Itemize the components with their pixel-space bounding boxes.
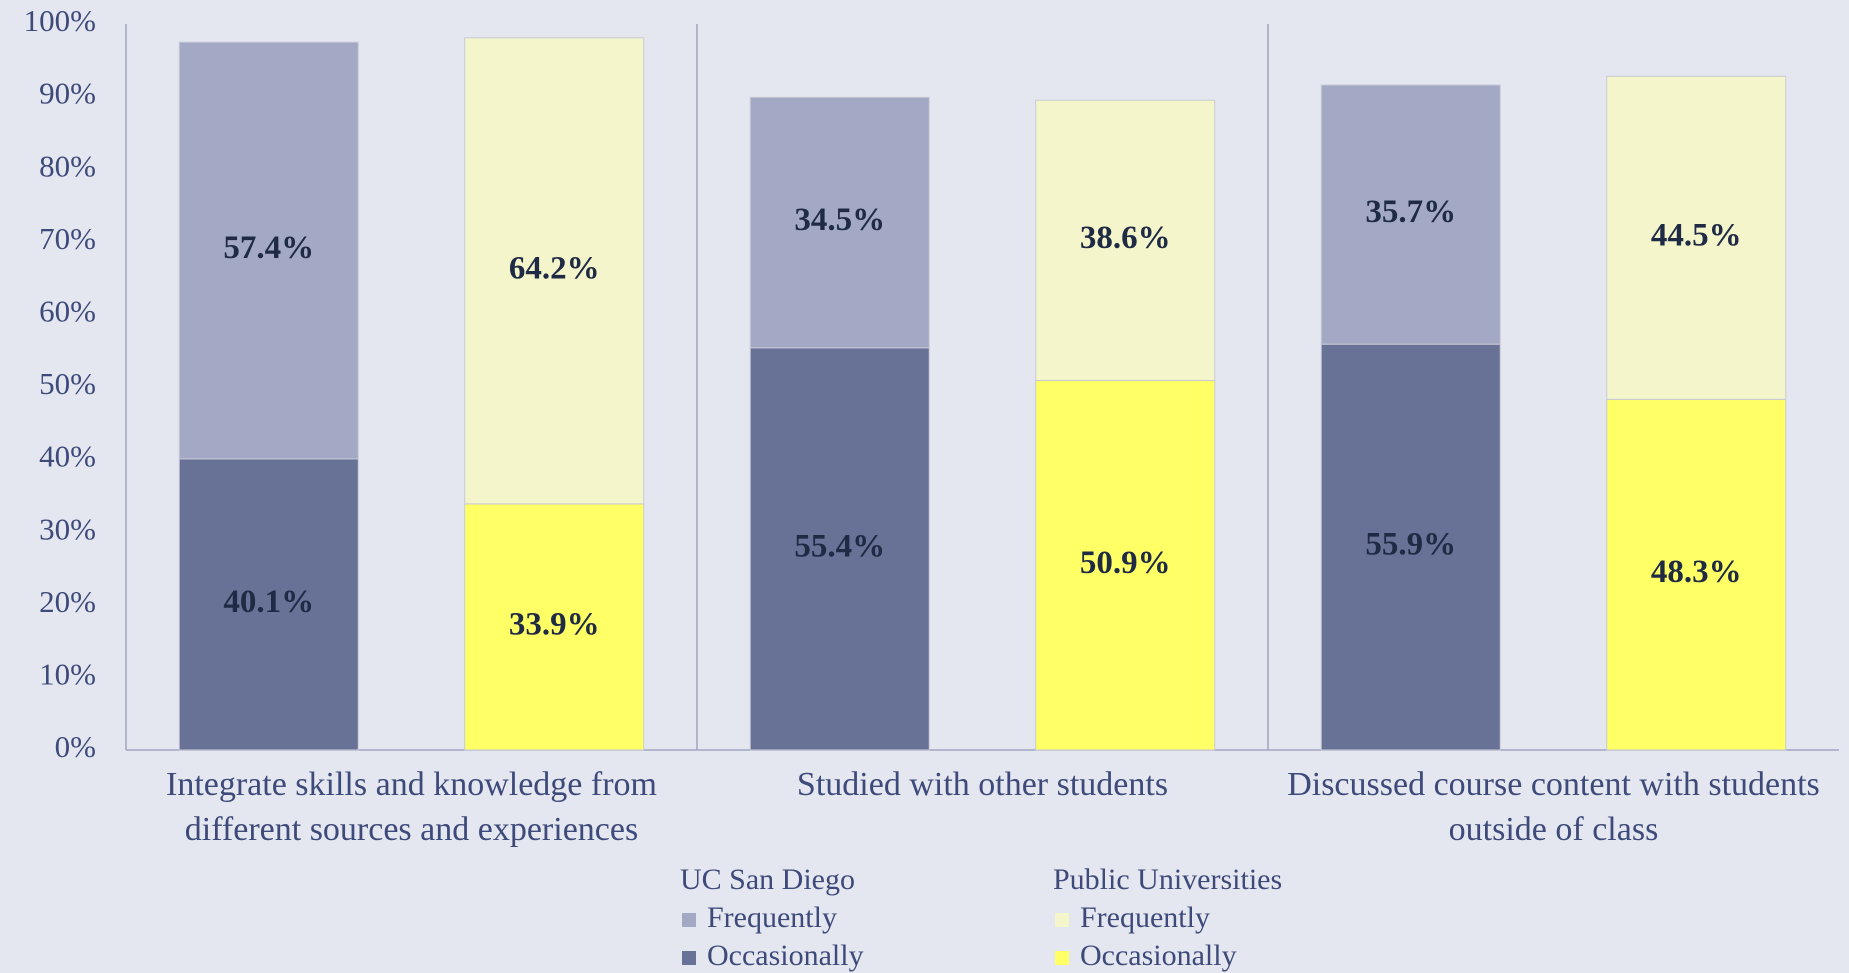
- legend-swatch: [682, 913, 696, 927]
- legend-swatch: [1055, 913, 1069, 927]
- y-tick-label: 0%: [55, 729, 96, 764]
- legend-title: Public Universities: [1053, 863, 1282, 896]
- y-tick-label: 40%: [39, 439, 96, 474]
- bar-segment: [1320, 343, 1501, 751]
- data-label: 40.1%: [223, 584, 314, 620]
- legend-label: Occasionally: [707, 939, 864, 972]
- data-label: 33.9%: [509, 607, 600, 643]
- x-tick-label: Discussed course content with students ou…: [1287, 766, 1820, 848]
- bar-segment: [1320, 84, 1501, 345]
- bar-segment: [1606, 398, 1787, 751]
- bar-segment: [178, 458, 359, 751]
- y-tick-label: 80%: [39, 148, 96, 183]
- data-label: 34.5%: [794, 202, 885, 238]
- y-tick-label: 60%: [39, 294, 96, 329]
- y-tick-label: 30%: [39, 511, 96, 546]
- x-tick-label: Studied with other students: [797, 766, 1168, 803]
- legend-swatch: [682, 951, 696, 965]
- bar-segment: [464, 503, 645, 751]
- y-tick-label: 90%: [39, 76, 96, 111]
- legend-label: Occasionally: [1080, 939, 1237, 972]
- data-label: 55.9%: [1365, 527, 1456, 563]
- bar-segment: [749, 96, 930, 349]
- data-label: 50.9%: [1080, 545, 1171, 581]
- y-tick-label: 70%: [39, 221, 96, 256]
- data-label: 57.4%: [223, 230, 314, 266]
- data-label: 38.6%: [1080, 220, 1171, 256]
- y-tick-label: 20%: [39, 584, 96, 619]
- y-tick-label: 50%: [39, 366, 96, 401]
- legend-label: Frequently: [707, 901, 837, 934]
- bar-segment: [1606, 75, 1787, 400]
- legend-title: UC San Diego: [680, 863, 855, 896]
- bar-segment: [749, 347, 930, 751]
- data-label: 55.4%: [794, 528, 885, 564]
- data-label: 35.7%: [1365, 194, 1456, 230]
- data-label: 64.2%: [509, 250, 600, 286]
- y-tick-label: 100%: [24, 3, 96, 38]
- x-tick-label: Integrate skills and knowledge from diffe…: [166, 766, 657, 848]
- bar-segment: [178, 41, 359, 460]
- bar-segment: [464, 37, 645, 505]
- legend-swatch: [1055, 951, 1069, 965]
- legend-label: Frequently: [1080, 901, 1210, 934]
- y-tick-label: 10%: [39, 657, 96, 692]
- data-label: 44.5%: [1651, 217, 1742, 253]
- data-label: 48.3%: [1651, 554, 1742, 590]
- bar-segment: [1035, 99, 1216, 381]
- bar-segment: [1035, 379, 1216, 751]
